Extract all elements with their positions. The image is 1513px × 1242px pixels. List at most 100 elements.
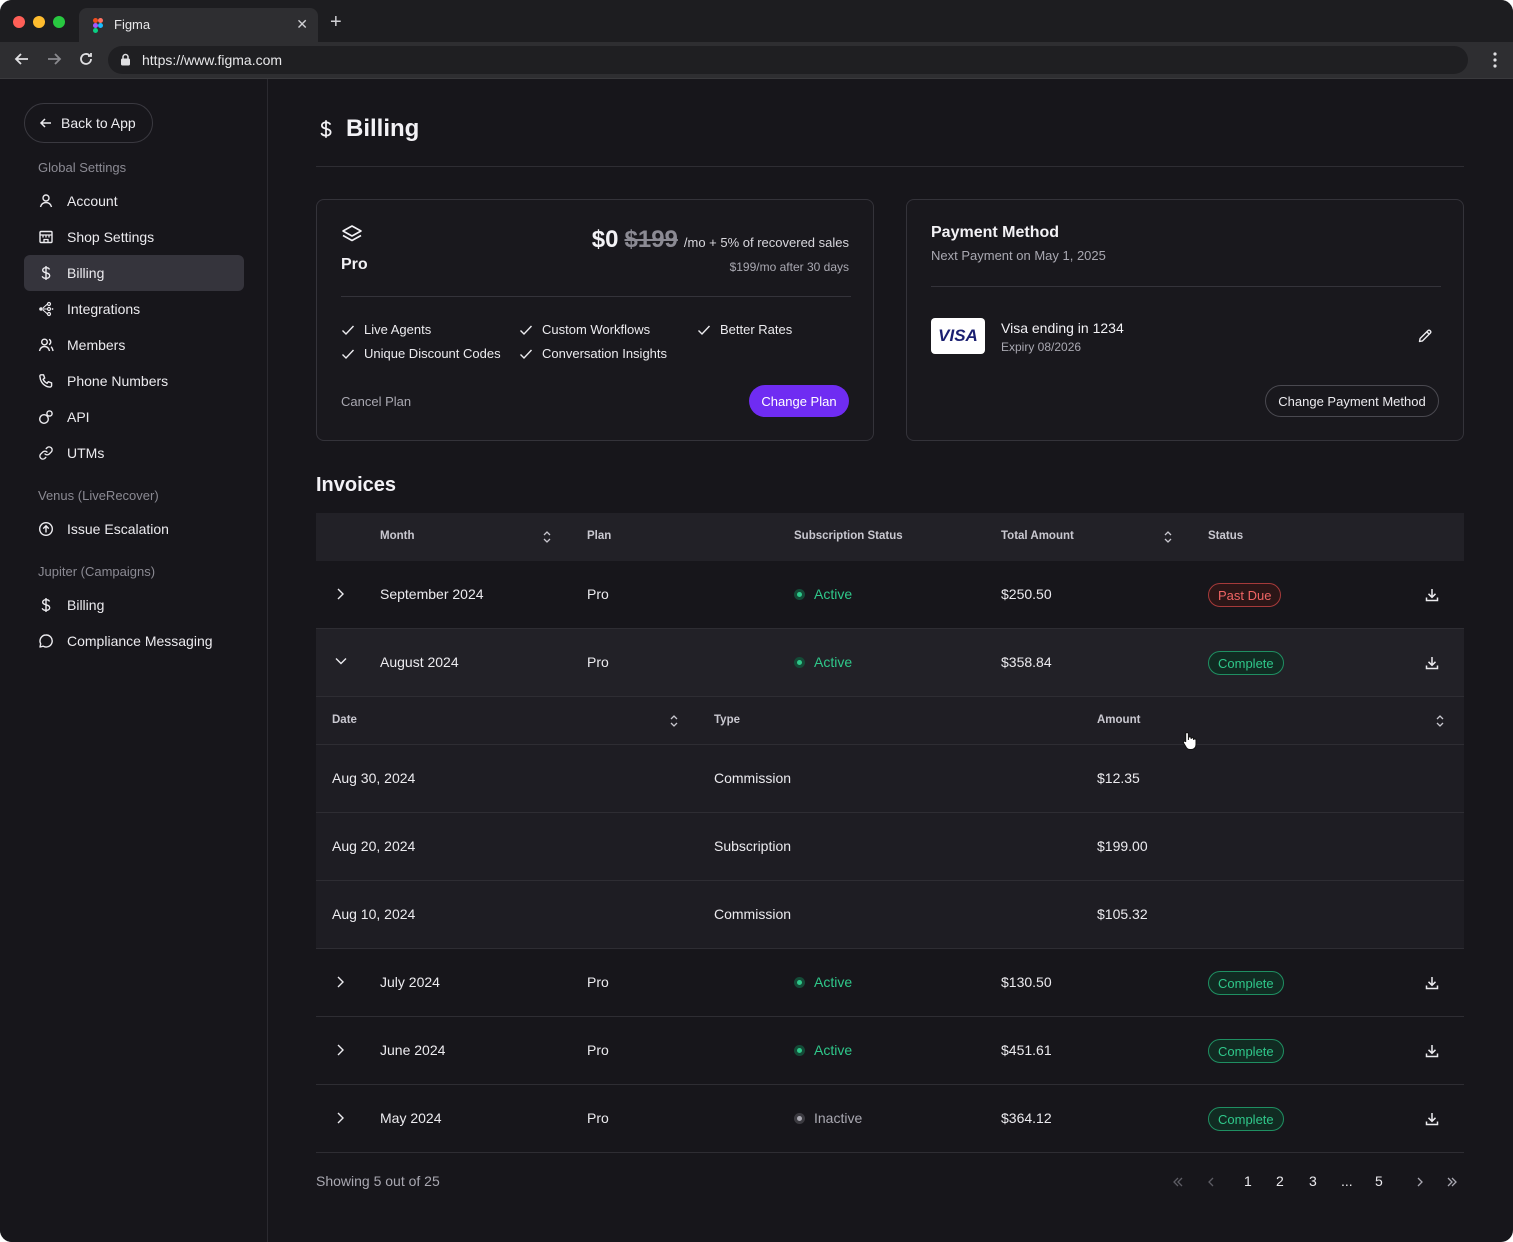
divider <box>931 286 1441 287</box>
table-row[interactable]: September 2024 Pro Active $250.50 Past D… <box>316 561 1464 629</box>
download-icon[interactable] <box>1424 655 1440 671</box>
browser-menu-icon[interactable] <box>1493 52 1497 68</box>
address-bar[interactable]: https://www.figma.com <box>108 46 1468 74</box>
sidebar-item-label: UTMs <box>67 445 105 461</box>
sidebar-item-compliance-messaging[interactable]: Compliance Messaging <box>24 623 244 659</box>
store-icon <box>39 230 53 244</box>
payment-method-title: Payment Method <box>931 224 1060 241</box>
chevron-down-icon[interactable] <box>334 655 348 667</box>
sidebar-item-integrations[interactable]: Integrations <box>24 291 244 327</box>
page-5-button[interactable]: 5 <box>1375 1173 1383 1189</box>
sidebar-item-label: Members <box>67 337 126 353</box>
sidebar-item-members[interactable]: Members <box>24 327 244 363</box>
back-to-app-button[interactable]: Back to App <box>24 103 153 143</box>
maximize-window-button[interactable] <box>53 16 65 28</box>
sort-icon[interactable] <box>1163 530 1173 544</box>
column-header-amount[interactable]: Amount <box>1097 714 1141 726</box>
download-icon[interactable] <box>1424 587 1440 603</box>
transactions-table-header: Date Type Amount <box>316 697 1464 745</box>
payment-method-card: Payment Method Next Payment on May 1, 20… <box>906 199 1464 441</box>
forward-arrow-icon[interactable] <box>46 51 62 67</box>
column-header-date[interactable]: Date <box>332 714 357 726</box>
sidebar-item-campaign-billing[interactable]: Billing <box>24 587 244 623</box>
change-plan-button[interactable]: Change Plan <box>749 385 849 417</box>
url-text: https://www.figma.com <box>142 52 283 68</box>
page-1-button[interactable]: 1 <box>1244 1173 1252 1189</box>
next-page-icon[interactable] <box>1414 1176 1426 1188</box>
cell-date: Aug 20, 2024 <box>332 838 416 854</box>
integrations-icon <box>39 301 54 317</box>
cancel-plan-link[interactable]: Cancel Plan <box>341 394 412 409</box>
last-page-icon[interactable] <box>1446 1176 1458 1188</box>
status-dot-icon <box>794 1044 805 1056</box>
page-3-button[interactable]: 3 <box>1309 1173 1317 1189</box>
browser-tab[interactable]: Figma ✕ <box>79 8 318 42</box>
sort-icon[interactable] <box>542 530 552 544</box>
transaction-row: Aug 30, 2024 Commission $12.35 <box>316 745 1464 813</box>
dollar-icon <box>41 266 51 280</box>
sidebar-item-utms[interactable]: UTMs <box>24 435 244 471</box>
reload-icon[interactable] <box>78 51 94 67</box>
check-icon <box>520 349 533 359</box>
change-payment-method-button[interactable]: Change Payment Method <box>1265 385 1439 417</box>
sidebar-item-label: Billing <box>67 265 105 281</box>
section-label-venus: Venus (LiveRecover) <box>38 488 159 503</box>
chevron-right-icon[interactable] <box>334 975 346 989</box>
close-window-button[interactable] <box>13 16 25 28</box>
table-row[interactable]: June 2024 Pro Active $451.61 Complete <box>316 1017 1464 1085</box>
close-tab-icon[interactable]: ✕ <box>296 16 308 32</box>
cell-date: Aug 10, 2024 <box>332 906 416 922</box>
pencil-icon[interactable] <box>1417 328 1433 344</box>
plan-name: Pro <box>341 256 368 273</box>
cell-total: $358.84 <box>1001 654 1052 670</box>
check-icon <box>342 325 355 335</box>
cell-subscription-status: Active <box>794 1042 852 1058</box>
new-tab-icon[interactable]: + <box>330 11 342 33</box>
sidebar-item-label: Phone Numbers <box>67 373 169 389</box>
feature-item: Unique Discount Codes <box>341 346 501 361</box>
cell-subscription-status: Active <box>794 586 852 602</box>
cell-plan: Pro <box>587 974 609 990</box>
previous-page-icon[interactable] <box>1205 1176 1217 1188</box>
sidebar-item-label: Billing <box>67 597 105 613</box>
sidebar-item-label: API <box>67 409 90 425</box>
cell-month: June 2024 <box>380 1042 446 1058</box>
sort-icon[interactable] <box>1435 714 1445 728</box>
column-header-month[interactable]: Month <box>380 530 415 542</box>
chevron-right-icon[interactable] <box>334 1043 346 1057</box>
feature-label: Unique Discount Codes <box>364 346 501 361</box>
download-icon[interactable] <box>1424 1111 1440 1127</box>
minimize-window-button[interactable] <box>33 16 45 28</box>
escalation-icon <box>38 521 54 537</box>
sort-icon[interactable] <box>669 714 679 728</box>
invoices-table-header: Month Plan Subscription Status Total Amo… <box>316 513 1464 561</box>
chevron-right-icon[interactable] <box>334 1111 346 1125</box>
cell-amount: $199.00 <box>1097 838 1148 854</box>
sidebar-item-billing[interactable]: Billing <box>24 255 244 291</box>
sidebar-item-api[interactable]: API <box>24 399 244 435</box>
first-page-icon[interactable] <box>1172 1176 1184 1188</box>
sidebar-item-account[interactable]: Account <box>24 183 244 219</box>
column-header-total-amount[interactable]: Total Amount <box>1001 530 1074 542</box>
page-2-button[interactable]: 2 <box>1276 1173 1284 1189</box>
sidebar-item-shop-settings[interactable]: Shop Settings <box>24 219 244 255</box>
sidebar-item-phone-numbers[interactable]: Phone Numbers <box>24 363 244 399</box>
sidebar-item-issue-escalation[interactable]: Issue Escalation <box>24 511 244 547</box>
sidebar-item-label: Account <box>67 193 118 209</box>
table-row[interactable]: May 2024 Pro Inactive $364.12 Complete <box>316 1085 1464 1153</box>
sidebar-item-label: Issue Escalation <box>67 521 169 537</box>
lock-icon <box>121 53 130 66</box>
status-badge: Complete <box>1208 971 1284 995</box>
chevron-right-icon[interactable] <box>334 587 346 601</box>
table-row[interactable]: July 2024 Pro Active $130.50 Complete <box>316 949 1464 1017</box>
back-arrow-icon[interactable] <box>14 51 30 67</box>
cell-date: Aug 30, 2024 <box>332 770 416 786</box>
feature-item: Better Rates <box>697 322 792 337</box>
status-badge: Complete <box>1208 1107 1284 1131</box>
download-icon[interactable] <box>1424 975 1440 991</box>
dollar-icon <box>41 598 51 612</box>
column-header-type: Type <box>714 714 740 726</box>
download-icon[interactable] <box>1424 1043 1440 1059</box>
cell-subscription-status: Active <box>794 654 852 670</box>
table-row-expanded[interactable]: August 2024 Pro Active $358.84 Complete <box>316 629 1464 697</box>
